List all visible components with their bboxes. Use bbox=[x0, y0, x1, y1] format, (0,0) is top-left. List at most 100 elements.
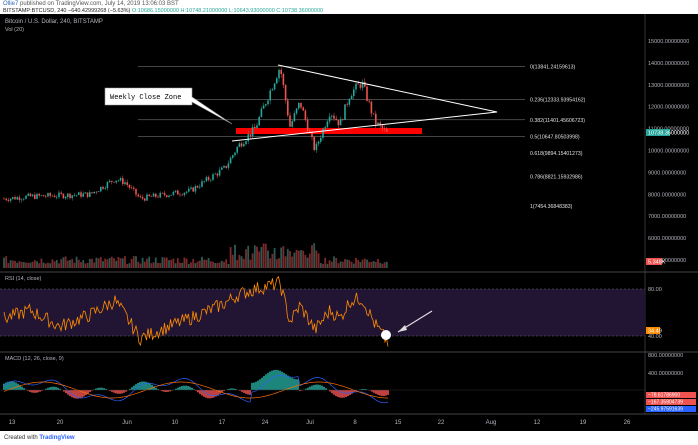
candle-body bbox=[236, 146, 238, 153]
volume-bar bbox=[245, 249, 247, 268]
publish-bar: Ollie7 published on TradingView.com, Jul… bbox=[0, 0, 698, 14]
macd-hist-bar bbox=[177, 387, 179, 390]
candle-body bbox=[185, 191, 188, 193]
macd-hist-bar bbox=[381, 390, 383, 396]
candle-body bbox=[287, 100, 289, 116]
rsi-last-tag bbox=[646, 327, 660, 334]
rsi-arrowhead bbox=[398, 325, 407, 332]
macd-hist-bar bbox=[245, 390, 247, 394]
candle-body bbox=[201, 181, 203, 187]
macd-hist-bar bbox=[265, 374, 267, 390]
candle-body bbox=[342, 119, 344, 120]
volume-bar bbox=[280, 247, 283, 268]
time-tick: 17 bbox=[219, 420, 226, 426]
volume-bar bbox=[385, 261, 388, 268]
candle-body bbox=[117, 180, 120, 182]
chart-area[interactable]: Bitcoin / U.S. Dollar, 240, BITSTAMP Vol… bbox=[0, 14, 698, 431]
candle-body bbox=[150, 196, 153, 197]
volume-bar bbox=[73, 262, 76, 268]
candle-body bbox=[258, 116, 260, 126]
macd-hist-bar bbox=[383, 390, 385, 396]
macd-hist-bar bbox=[295, 379, 297, 390]
candle-body bbox=[333, 115, 335, 119]
macd-hist-bar bbox=[31, 390, 33, 393]
macd-hist-bar bbox=[329, 390, 331, 392]
volume-bar bbox=[110, 256, 113, 268]
macd-hist-bar bbox=[63, 390, 65, 392]
candle-body bbox=[40, 195, 43, 196]
volume-bar bbox=[238, 254, 241, 268]
volume-bar bbox=[187, 263, 190, 268]
macd-hist-bar bbox=[201, 390, 203, 396]
time-tick: 8 bbox=[353, 420, 357, 426]
macd-hist-bar bbox=[145, 381, 147, 390]
macd-hist-bar bbox=[135, 384, 137, 390]
candle-body bbox=[221, 167, 223, 170]
macd-hist-bar bbox=[325, 388, 327, 390]
volume-bar bbox=[262, 243, 265, 268]
candle-body bbox=[111, 180, 113, 182]
volume-bar bbox=[381, 263, 384, 268]
volume-bar bbox=[7, 263, 10, 268]
macd-hist-bar bbox=[253, 382, 255, 390]
volume-bar bbox=[282, 246, 285, 268]
volume-bar bbox=[99, 257, 102, 268]
macd-hist-bar bbox=[251, 382, 253, 390]
candle-body bbox=[251, 126, 254, 137]
macd-hist-bar bbox=[387, 390, 389, 395]
candle-body bbox=[366, 86, 368, 101]
candle-body bbox=[115, 180, 117, 183]
macd-hist-bar bbox=[69, 390, 71, 397]
macd-hist-bar bbox=[213, 390, 215, 398]
macd-hist-bar bbox=[379, 390, 381, 396]
macd-hist-bar bbox=[217, 390, 219, 396]
candle-body bbox=[152, 193, 155, 197]
signal-line bbox=[3, 381, 388, 399]
volume-bar bbox=[333, 256, 335, 268]
macd-hist-bar bbox=[233, 388, 235, 390]
price-tick: 7000.00000000 bbox=[648, 214, 686, 220]
volume-bar bbox=[260, 246, 263, 268]
macd-hist-bar bbox=[91, 390, 93, 391]
macd-hist-bar bbox=[131, 387, 133, 390]
candle-body bbox=[47, 193, 49, 197]
volume-bar bbox=[27, 262, 30, 268]
candle-body bbox=[148, 194, 150, 197]
macd-hist-last: −245.97591639 bbox=[648, 407, 683, 413]
candle-body bbox=[58, 192, 60, 197]
time-tick: 10 bbox=[172, 420, 179, 426]
publisher-name[interactable]: Ollie7 bbox=[3, 1, 19, 7]
volume-bar bbox=[165, 257, 168, 268]
candle-body bbox=[232, 155, 234, 158]
chart-svg[interactable]: Bitcoin / U.S. Dollar, 240, BITSTAMP Vol… bbox=[0, 14, 698, 431]
macd-hist-bar bbox=[235, 389, 237, 390]
macd-hist-bar bbox=[87, 390, 89, 394]
volume-bar bbox=[163, 257, 166, 268]
volume-bar bbox=[172, 258, 175, 268]
volume-bar bbox=[121, 258, 124, 268]
macd-hist-bar bbox=[371, 390, 373, 392]
candle-body bbox=[383, 128, 386, 130]
macd-hist-bar bbox=[133, 385, 135, 390]
time-axis: 13 20 Jun 10 17 24 Jul 8 15 22 Aug 12 19 26 bbox=[9, 420, 631, 426]
volume-bar bbox=[168, 260, 170, 268]
macd-hist-bar bbox=[165, 390, 167, 392]
candle-body bbox=[289, 115, 291, 127]
volume-bar bbox=[308, 253, 311, 268]
fib-label: 0.5(10647.80503998) bbox=[530, 134, 580, 140]
tradingview-logo-text[interactable]: TradingView bbox=[39, 435, 75, 441]
macd-hist-bar bbox=[315, 384, 317, 390]
candle-body bbox=[89, 192, 91, 197]
volume-bar bbox=[42, 262, 45, 268]
candle-body bbox=[69, 193, 71, 199]
candle-body bbox=[16, 197, 18, 200]
fib-label: 0.236(12333.93954162) bbox=[530, 97, 586, 103]
time-tick: 19 bbox=[580, 420, 587, 426]
candle-body bbox=[260, 108, 263, 117]
volume-bar bbox=[306, 257, 309, 268]
macd-hist-bar bbox=[33, 390, 35, 393]
candle-body bbox=[225, 165, 227, 168]
candle-body bbox=[335, 118, 337, 121]
macd-hist-bar bbox=[179, 386, 181, 390]
candle-body bbox=[119, 178, 122, 181]
